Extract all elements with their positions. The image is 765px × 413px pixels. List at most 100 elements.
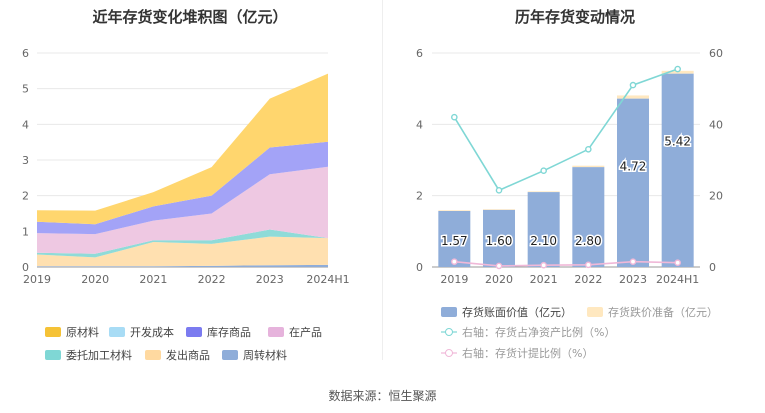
legend-label: 库存商品	[207, 326, 251, 339]
legend-swatch	[441, 327, 457, 337]
legend-swatch	[222, 350, 238, 360]
y-tick-label: 6	[416, 47, 423, 60]
y-tick-label: 0	[22, 261, 29, 274]
line-point	[674, 65, 681, 73]
legend-label: 发出商品	[166, 349, 210, 362]
area-发出商品	[37, 236, 328, 267]
legend-swatch	[45, 327, 61, 337]
line-series	[453, 68, 678, 192]
area-在产品	[37, 166, 328, 254]
bar-impairment	[483, 209, 515, 210]
left-chart-title: 近年存货变化堆积图（亿元）	[92, 8, 288, 26]
line-point	[540, 261, 547, 269]
legend-item[interactable]: 右轴：存货占净资产比例（%）	[441, 324, 615, 340]
bar-impairment	[527, 191, 560, 193]
legend-label: 在产品	[289, 326, 322, 339]
legend-label: 开发成本	[130, 326, 174, 339]
bar-impairment	[438, 210, 471, 212]
bar-book-value	[438, 211, 471, 267]
legend-label: 右轴：存货计提比例（%）	[462, 347, 594, 360]
legend-swatch	[186, 327, 202, 337]
legend-item[interactable]: 库存商品	[186, 324, 251, 340]
x-tick-label: 2019	[23, 273, 51, 286]
legend-swatch	[45, 350, 61, 360]
x-tick-label: 2024H1	[656, 273, 699, 286]
panel-divider	[382, 0, 383, 360]
x-tick-label: 2020	[485, 273, 513, 286]
legend-swatch	[441, 348, 457, 358]
y-tick-label: 2	[22, 190, 29, 203]
bar-book-value	[572, 167, 605, 267]
legend-label: 周转材料	[243, 349, 287, 362]
x-tick-label: 2023	[619, 273, 647, 286]
legend-item[interactable]: 委托加工材料	[45, 347, 132, 363]
y2-tick-label: 0	[709, 261, 716, 274]
legend-swatch	[441, 307, 457, 317]
line-series	[454, 260, 678, 267]
y-tick-label: 1	[22, 225, 29, 238]
legend-label: 存货账面价值（亿元）	[462, 306, 572, 319]
x-tick-label: 2024H1	[306, 273, 349, 286]
bar-book-value	[617, 98, 649, 267]
line-point	[451, 258, 458, 265]
bar-value-label: 1.57	[441, 234, 468, 248]
line-point	[495, 262, 503, 270]
legend-label: 右轴：存货占净资产比例（%）	[462, 326, 616, 339]
legend-label: 存货跌价准备（亿元）	[608, 306, 718, 319]
legend-item[interactable]: 原材料	[45, 324, 99, 340]
line-point	[585, 261, 592, 269]
y-tick-label: 3	[22, 154, 29, 167]
y-tick-label: 4	[22, 118, 29, 131]
line-point	[495, 187, 503, 194]
legend-label: 委托加工材料	[66, 349, 132, 362]
x-tick-label: 2021	[530, 273, 558, 286]
y2-tick-label: 40	[709, 118, 723, 131]
legend-item[interactable]: 存货账面价值（亿元）	[441, 304, 572, 320]
y-tick-label: 6	[22, 47, 29, 60]
legend-item[interactable]: 开发成本	[109, 324, 174, 340]
x-tick-label: 2019	[440, 273, 468, 286]
x-tick-label: 2022	[574, 273, 602, 286]
bar-book-value	[483, 209, 515, 267]
line-point	[451, 113, 458, 121]
line-point	[629, 81, 637, 89]
legend-item[interactable]: 发出商品	[145, 347, 210, 363]
area-委托加工材料	[37, 229, 328, 258]
bar-value-label: 4.72	[620, 160, 647, 174]
y2-tick-label: 60	[709, 47, 723, 60]
line-point	[540, 167, 547, 174]
legend-item[interactable]: 右轴：存货计提比例（%）	[441, 345, 593, 361]
area-周转材料	[37, 264, 328, 267]
x-tick-label: 2021	[139, 273, 167, 286]
legend-swatch	[109, 327, 125, 337]
y2-tick-label: 20	[709, 190, 723, 203]
legend-item[interactable]: 存货跌价准备（亿元）	[587, 304, 718, 320]
legend-item[interactable]: 在产品	[268, 324, 322, 340]
y-tick-label: 5	[22, 83, 29, 96]
bar-book-value	[661, 73, 694, 267]
bar-value-label: 2.80	[575, 234, 602, 248]
legend-swatch	[268, 327, 284, 337]
bar-book-value	[527, 192, 560, 267]
x-tick-label: 2022	[198, 273, 226, 286]
line-point	[629, 258, 637, 265]
bar-impairment	[572, 165, 605, 168]
stacked-area-chart: 0 1 2 3 4 5 6 2019 2020 2021 2022 2023 2024H1	[22, 47, 350, 286]
y-tick-label: 0	[416, 261, 423, 274]
legend-swatch	[145, 350, 161, 360]
data-source: 数据来源：恒生聚源	[328, 389, 437, 403]
line-point	[674, 259, 681, 267]
area-原材料	[37, 73, 328, 225]
legend-label: 原材料	[66, 326, 99, 339]
x-tick-label: 2023	[256, 273, 284, 286]
legend-item[interactable]: 周转材料	[222, 347, 287, 363]
bar-value-label: 1.60	[486, 234, 513, 248]
legend-swatch	[587, 307, 603, 317]
y-tick-label: 2	[416, 190, 423, 203]
bar-value-label: 5.42	[664, 135, 691, 149]
bar-impairment	[617, 95, 649, 99]
y-tick-label: 4	[416, 118, 423, 131]
bar-value-label: 2.10	[530, 234, 557, 248]
right-chart-title: 历年存货变动情况	[514, 8, 635, 26]
area-库存商品	[37, 141, 328, 235]
